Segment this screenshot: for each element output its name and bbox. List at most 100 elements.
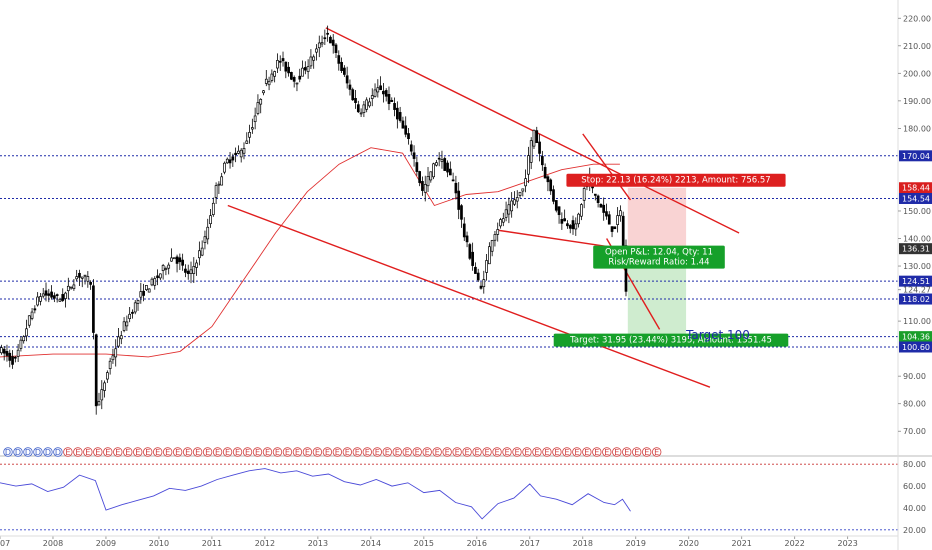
candle (295, 82, 299, 85)
candle (239, 149, 243, 158)
candle (13, 356, 17, 359)
candle (211, 202, 215, 215)
event-marker-label: E (295, 448, 300, 457)
candle (186, 270, 190, 275)
candle (446, 162, 449, 173)
event-marker (13, 447, 23, 457)
candle (83, 274, 87, 277)
event-marker (3, 447, 13, 457)
candle (25, 328, 28, 337)
candle (301, 67, 304, 77)
event-marker-label: E (65, 448, 70, 457)
candle (540, 156, 544, 166)
candle (549, 179, 553, 192)
candle (284, 61, 288, 72)
candle (33, 308, 37, 311)
oscillator-panel: 80.00 60.00 40.00 20.00 (0, 455, 932, 535)
candle (309, 56, 313, 67)
candle (390, 99, 394, 102)
candle (41, 293, 45, 297)
event-marker (232, 447, 243, 457)
candle (490, 240, 494, 252)
event-marker (172, 447, 183, 457)
event-marker-label: E (594, 448, 599, 457)
event-marker-label: E (315, 448, 320, 457)
event-marker (272, 447, 283, 457)
candle (596, 195, 600, 203)
event-marker (252, 447, 263, 457)
candle (418, 171, 422, 183)
price-tick-label: 210.00 (903, 42, 931, 51)
price-axis-tag (899, 341, 932, 353)
candle (200, 247, 204, 256)
candle (153, 278, 157, 286)
event-marker-label: E (355, 448, 360, 457)
candle (607, 214, 611, 225)
event-marker-label: E (155, 448, 160, 457)
candle (189, 269, 193, 274)
candle (36, 296, 39, 306)
candle (61, 294, 65, 301)
horizontal-levels (0, 155, 898, 348)
candle (387, 94, 391, 104)
target-box (553, 333, 789, 347)
event-marker (212, 447, 223, 457)
trend-lines (227, 27, 740, 388)
candle (217, 183, 221, 186)
event-marker-label: E (634, 448, 639, 457)
event-marker-label: E (235, 448, 240, 457)
event-marker (262, 447, 273, 457)
event-marker (73, 447, 83, 457)
candle (108, 360, 112, 369)
candle (122, 321, 126, 331)
event-marker-label: E (225, 448, 230, 457)
candle (359, 112, 363, 115)
candle (499, 219, 502, 227)
event-marker-label: E (115, 448, 120, 457)
event-marker-label: E (445, 448, 450, 457)
candle (395, 107, 399, 120)
candle (198, 250, 201, 259)
event-marker-label: E (425, 448, 430, 457)
event-marker-label: E (85, 448, 90, 457)
x-tick-label: 2018 (573, 539, 593, 548)
candle (58, 298, 62, 302)
candle (114, 348, 118, 358)
event-marker (502, 447, 512, 457)
candle (568, 225, 572, 229)
x-tick-label: 2011 (202, 539, 222, 548)
event-marker (143, 447, 153, 457)
event-marker-label: E (145, 448, 150, 457)
candle (340, 61, 343, 72)
candle (619, 210, 622, 217)
price-tick-label: 180.00 (903, 124, 931, 133)
event-marker-label: E (175, 448, 180, 457)
candle (78, 272, 81, 278)
x-tick-label: 2014 (361, 539, 381, 548)
candle (426, 176, 430, 187)
price-axis-tag-label: 118.02 (902, 295, 930, 304)
candle (343, 67, 346, 75)
candle (111, 355, 115, 361)
x-tick-label: 2022 (785, 539, 805, 548)
x-tick-label: 2020 (679, 539, 699, 548)
candle (326, 32, 329, 35)
candle (30, 311, 34, 319)
candle (55, 294, 59, 296)
candle (345, 75, 349, 84)
candle (125, 321, 129, 327)
candle (16, 349, 20, 357)
oscillator-line (0, 468, 631, 520)
candle (527, 155, 530, 175)
price-axis-tag (899, 293, 932, 305)
candle (281, 58, 285, 62)
event-marker (372, 447, 382, 457)
candle (351, 89, 355, 101)
candle (290, 72, 293, 80)
event-marker-label: E (654, 448, 659, 457)
candle (128, 313, 132, 320)
x-tick-label: 2017 (520, 539, 540, 548)
price-tick-label: 124.27 (903, 286, 931, 295)
candle (577, 213, 580, 225)
